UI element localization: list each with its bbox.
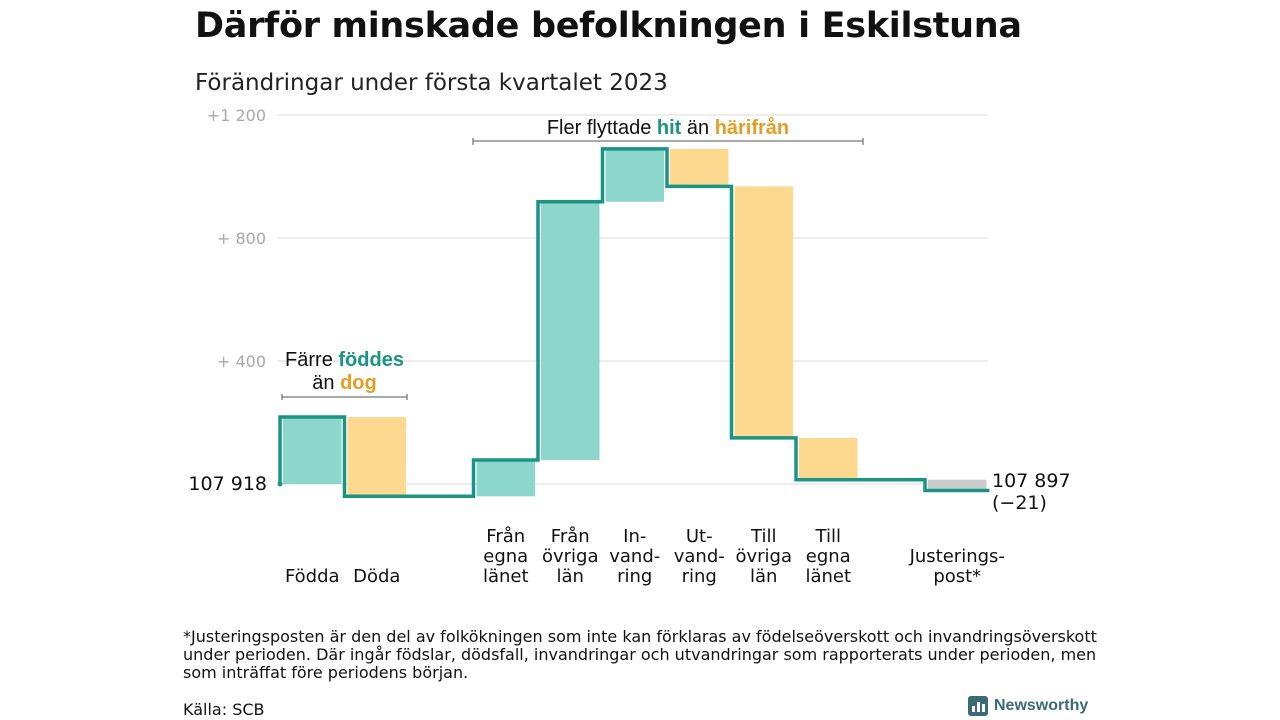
logo-text: Newsworthy xyxy=(994,697,1089,714)
waterfall-bar-0 xyxy=(283,416,342,484)
cumulative-step-line xyxy=(278,147,990,499)
y-tick-label-1: + 800 xyxy=(217,229,266,248)
waterfall-bar-2 xyxy=(476,460,535,497)
category-label-6: Till övriga län xyxy=(735,526,792,587)
newsworthy-logo: Newsworthy xyxy=(968,696,1088,716)
category-label-5: Ut-vand-ring xyxy=(674,526,725,587)
footnote: *Justeringsposten är den del av folkökni… xyxy=(183,627,1097,682)
category-label-4: In-vand-ring xyxy=(609,526,660,587)
waterfall-bar-3 xyxy=(541,201,600,461)
annotation-migration: Fler flyttade hit än härifrån xyxy=(547,116,789,139)
bar-chart-icon xyxy=(968,696,988,716)
category-label-2: Från egna länet xyxy=(483,526,529,587)
category-label-1: Döda xyxy=(353,566,400,587)
annotation-births-line2: än dog xyxy=(312,372,376,394)
y-tick-label-2: +1 200 xyxy=(207,106,266,125)
annotation-births-line1: Färre föddes xyxy=(285,349,404,371)
waterfall-bar-5 xyxy=(670,148,729,187)
annotation-migration-bracket xyxy=(472,138,864,145)
source-label: Källa: SCB xyxy=(183,700,265,719)
category-label-0: Födda xyxy=(285,566,340,587)
chart-subtitle: Förändringar under första kvartalet 2023 xyxy=(195,70,668,96)
end-change-label: (−21) xyxy=(992,492,1047,514)
waterfall-bar-7 xyxy=(799,437,858,480)
waterfall-chart: + 400 + 800 +1 200 Födda Döda Från egna länet Fr… xyxy=(188,106,1071,587)
y-tick-label-0: + 400 xyxy=(217,352,266,371)
start-value-label: 107 918 xyxy=(188,473,267,495)
annotation-births-bracket xyxy=(281,394,408,400)
category-label-8: Justerings-post* xyxy=(909,546,1005,587)
category-label-3: Från övriga län xyxy=(542,526,599,587)
waterfall-bar-6 xyxy=(734,186,793,438)
waterfall-bar-8 xyxy=(928,479,987,491)
category-label-7: Till egna länet xyxy=(805,526,851,587)
start-point-marker xyxy=(277,481,283,487)
end-value-label: 107 897 xyxy=(992,470,1071,492)
waterfall-bar-4 xyxy=(605,148,664,202)
waterfall-bar-1 xyxy=(347,416,406,497)
chart-title: Därför minskade befolkningen i Eskilstun… xyxy=(195,6,1022,46)
